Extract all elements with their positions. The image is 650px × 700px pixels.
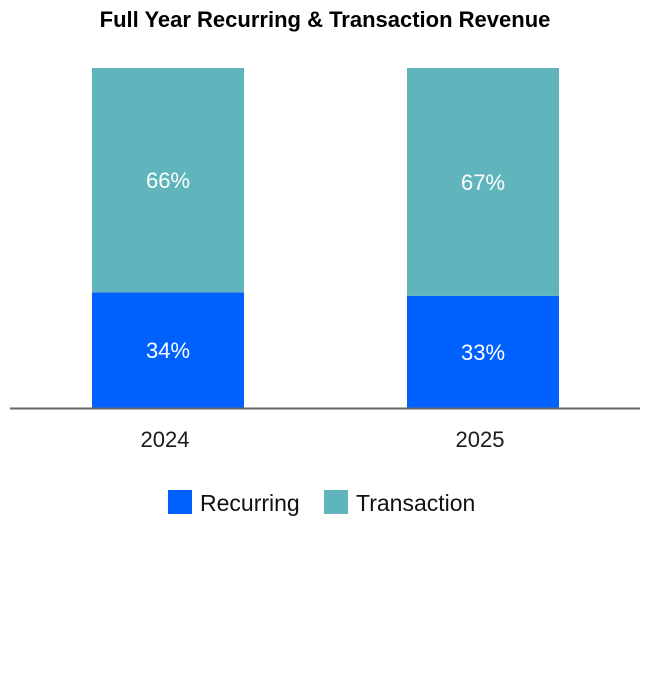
x-axis-ticks: 2024 2025 (141, 427, 505, 452)
legend-label-transaction: Transaction (356, 490, 475, 516)
x-tick-label-2024: 2024 (141, 427, 190, 452)
legend-swatch-recurring (168, 490, 192, 514)
data-label-recurring-2024: 34% (146, 338, 190, 363)
legend-swatch-transaction (324, 490, 348, 514)
bar-transaction-2024 (92, 68, 244, 293)
legend: Recurring Transaction (168, 490, 475, 516)
bar-transaction-2025 (407, 68, 559, 296)
bars-layer (92, 68, 559, 408)
data-label-transaction-2025: 67% (461, 170, 505, 195)
data-label-recurring-2025: 33% (461, 340, 505, 365)
chart-title: Full Year Recurring & Transaction Revenu… (100, 7, 551, 32)
x-tick-label-2025: 2025 (456, 427, 505, 452)
bar-recurring-2025 (407, 295, 559, 408)
data-label-transaction-2024: 66% (146, 168, 190, 193)
legend-label-recurring: Recurring (200, 490, 300, 516)
data-labels-layer: 34% 66% 33% 67% (146, 168, 505, 365)
bar-recurring-2024 (92, 292, 244, 408)
